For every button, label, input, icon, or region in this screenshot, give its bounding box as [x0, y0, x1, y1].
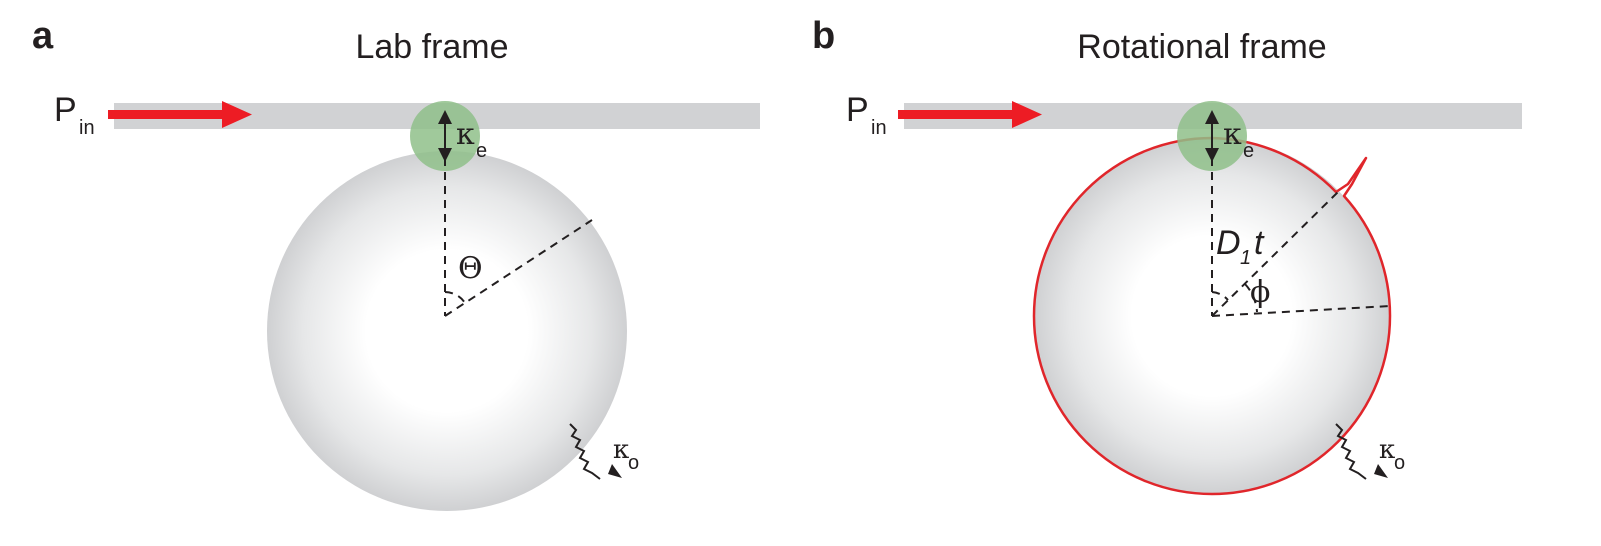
panel-a-pump-arrow [108, 101, 252, 128]
panel-b-rotation-sub: 1 [1240, 247, 1251, 269]
panel-b-rotation-label: D [1216, 224, 1241, 262]
panel-a-resonator [267, 151, 627, 511]
panel-b-phase-arc [1244, 283, 1258, 313]
panel-b-loss-sub: o [1394, 452, 1405, 474]
panel-a-coupling-label: κ [456, 117, 475, 152]
panel-b-coupling-sub: e [1243, 140, 1254, 162]
panel-b-rotation-radius [1211, 189, 1341, 317]
panel-b-soliton-trace [1032, 136, 1392, 496]
panel-b-rotation-arc [1211, 291, 1229, 301]
panel-a-coupling-sub: e [476, 140, 487, 162]
panel-b-loss-arrow [1335, 423, 1388, 480]
panel-b-rotation-t: t [1254, 224, 1265, 262]
panel-a-angled-radius [444, 219, 593, 317]
panel-b-title: Rotational frame [1077, 28, 1326, 66]
panel-b-letter: b [812, 15, 835, 57]
panel-a-loss-arrow [569, 423, 622, 480]
panel-b-coupling-label: κ [1223, 117, 1242, 152]
panel-b-pump-arrow [898, 101, 1042, 128]
panel-b-input-label: P [846, 91, 869, 129]
panel-b: b Rotational frame P in κ e D 1 t ϕ [812, 15, 1522, 496]
panel-a-title: Lab frame [355, 28, 508, 66]
panel-a-input-label: P [54, 91, 77, 129]
panel-a: a Lab frame P in κ e Θ κ o [32, 15, 760, 511]
panel-a-angle-arc [444, 291, 466, 304]
panel-b-input-sub: in [871, 117, 887, 139]
panel-a-loss-label: κ [613, 435, 629, 465]
panel-a-letter: a [32, 15, 54, 57]
panel-b-pulse-radius [1211, 305, 1391, 317]
panel-b-loss-label: κ [1379, 435, 1395, 465]
panel-b-angle-label: ϕ [1250, 275, 1270, 310]
panel-a-angle-label: Θ [458, 251, 483, 286]
panel-a-input-sub: in [79, 117, 95, 139]
panel-a-loss-sub: o [628, 452, 639, 474]
